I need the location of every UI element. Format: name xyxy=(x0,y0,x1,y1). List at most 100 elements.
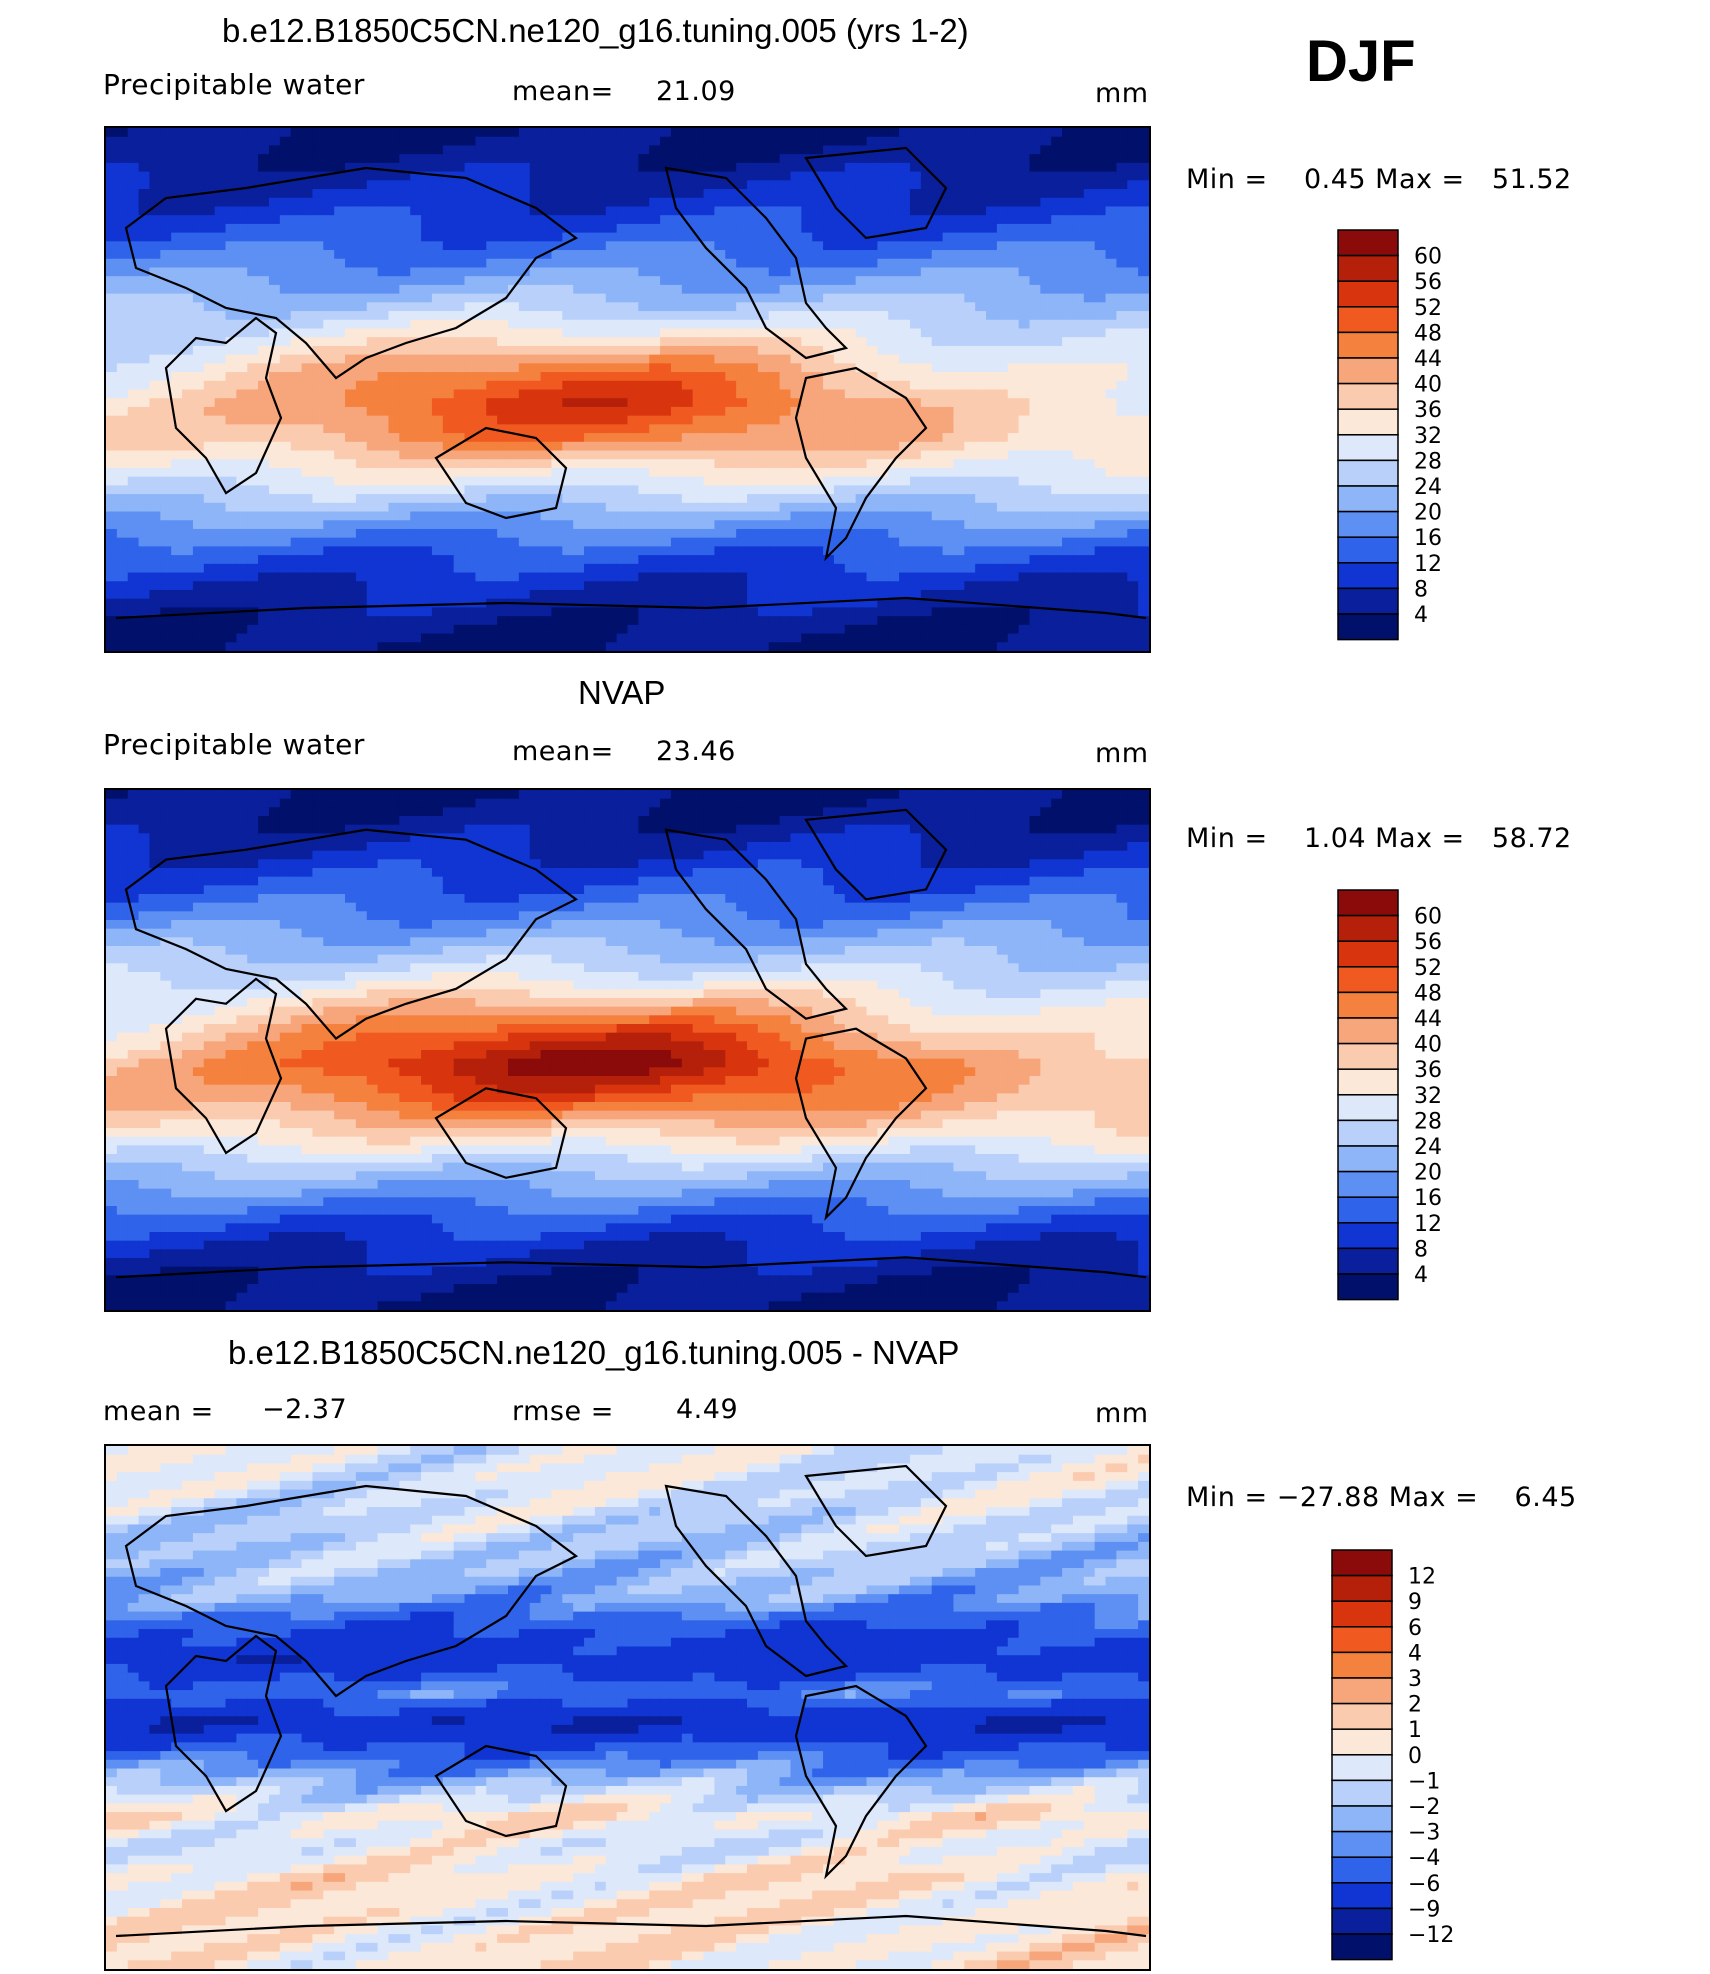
field-cell xyxy=(692,162,705,173)
field-cell xyxy=(920,476,933,486)
field-cell xyxy=(768,180,781,190)
field-cell xyxy=(236,415,248,425)
field-cell xyxy=(1062,546,1074,556)
field-cell xyxy=(812,267,824,277)
field-cell xyxy=(323,189,335,199)
field-cell xyxy=(323,128,335,138)
field-cell xyxy=(844,241,857,251)
field-cell xyxy=(247,485,259,495)
field-cell xyxy=(975,311,987,321)
field-cell xyxy=(1127,494,1139,504)
field-cell xyxy=(605,555,618,565)
field-cell xyxy=(888,328,900,338)
field-cell xyxy=(442,319,455,330)
field-cell xyxy=(290,345,303,356)
field-cell xyxy=(355,232,368,242)
field-cell xyxy=(1105,485,1117,495)
field-cell xyxy=(920,189,933,199)
field-cell xyxy=(703,180,716,190)
field-cell xyxy=(182,337,194,347)
field-cell xyxy=(594,546,607,556)
field-cell xyxy=(649,485,661,495)
field-cell xyxy=(584,494,596,504)
field-cell xyxy=(1083,459,1096,469)
field-cell xyxy=(855,136,868,147)
field-cell xyxy=(355,459,368,469)
field-cell xyxy=(638,223,650,234)
field-cell xyxy=(768,189,781,199)
field-cell xyxy=(866,223,878,234)
field-cell xyxy=(149,546,161,556)
field-cell xyxy=(279,415,292,425)
field-cell xyxy=(812,180,824,190)
field-cell xyxy=(540,171,553,181)
field-cell xyxy=(920,502,933,513)
field-cell xyxy=(703,441,716,452)
field-cell xyxy=(866,546,878,556)
field-cell xyxy=(931,555,944,565)
field-cell xyxy=(529,415,542,425)
field-cell xyxy=(312,250,324,260)
field-cell xyxy=(334,284,346,295)
field-cell xyxy=(551,128,563,138)
field-cell xyxy=(486,459,498,469)
field-cell xyxy=(182,241,194,251)
field-cell xyxy=(475,136,487,147)
field-cell xyxy=(692,145,705,155)
field-cell xyxy=(562,354,574,364)
field-cell xyxy=(996,189,1009,199)
field-cell xyxy=(616,302,629,312)
field-cell xyxy=(964,398,976,408)
field-cell xyxy=(833,572,846,582)
field-cell xyxy=(1007,345,1020,356)
field-cell xyxy=(670,189,683,199)
field-cell xyxy=(507,563,520,574)
field-cell xyxy=(833,537,846,547)
field-cell xyxy=(388,502,400,513)
field-cell xyxy=(833,128,846,138)
field-cell xyxy=(1094,406,1107,417)
field-cell xyxy=(1105,284,1117,295)
field-cell xyxy=(638,128,650,138)
field-cell xyxy=(192,476,205,486)
field-cell xyxy=(236,537,248,547)
field-cell xyxy=(1029,572,1041,582)
field-cell xyxy=(877,406,889,417)
field-cell xyxy=(106,572,118,582)
field-cell xyxy=(801,180,813,190)
field-cell xyxy=(279,572,292,582)
field-cell xyxy=(268,302,281,312)
field-cell xyxy=(1094,363,1107,373)
field-cell xyxy=(171,319,183,330)
field-cell xyxy=(866,345,878,356)
field-cell xyxy=(986,258,998,269)
field-cell xyxy=(1094,528,1107,539)
field-cell xyxy=(1083,546,1096,556)
field-cell xyxy=(953,433,965,443)
field-cell xyxy=(660,424,672,434)
field-cell xyxy=(953,197,965,208)
field-cell xyxy=(497,267,509,277)
field-cell xyxy=(790,180,802,190)
field-cell xyxy=(1040,250,1052,260)
field-cell xyxy=(171,380,183,391)
field-cell xyxy=(1040,276,1052,286)
field-cell xyxy=(345,441,357,452)
field-cell xyxy=(464,267,476,277)
field-cell xyxy=(225,276,237,286)
field-cell xyxy=(899,337,911,347)
field-cell xyxy=(714,546,726,556)
field-cell xyxy=(681,206,694,216)
field-cell xyxy=(855,555,868,565)
field-cell xyxy=(627,450,639,460)
field-cell xyxy=(323,555,335,565)
field-cell xyxy=(616,276,629,286)
field-cell xyxy=(171,206,183,216)
field-cell xyxy=(236,337,248,347)
field-cell xyxy=(540,206,553,216)
field-cell xyxy=(540,250,553,260)
field-cell xyxy=(182,215,194,225)
field-cell xyxy=(279,215,292,225)
field-cell xyxy=(268,520,281,530)
field-cell xyxy=(475,215,487,225)
